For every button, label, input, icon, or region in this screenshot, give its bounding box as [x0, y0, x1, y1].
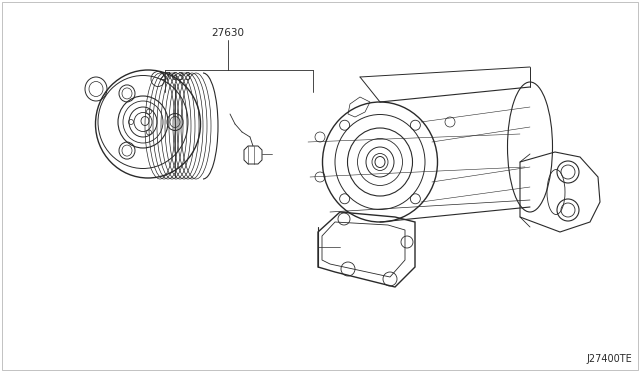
Text: 27630: 27630: [211, 28, 244, 38]
Text: 27633: 27633: [159, 72, 191, 82]
Text: J27400TE: J27400TE: [586, 354, 632, 364]
